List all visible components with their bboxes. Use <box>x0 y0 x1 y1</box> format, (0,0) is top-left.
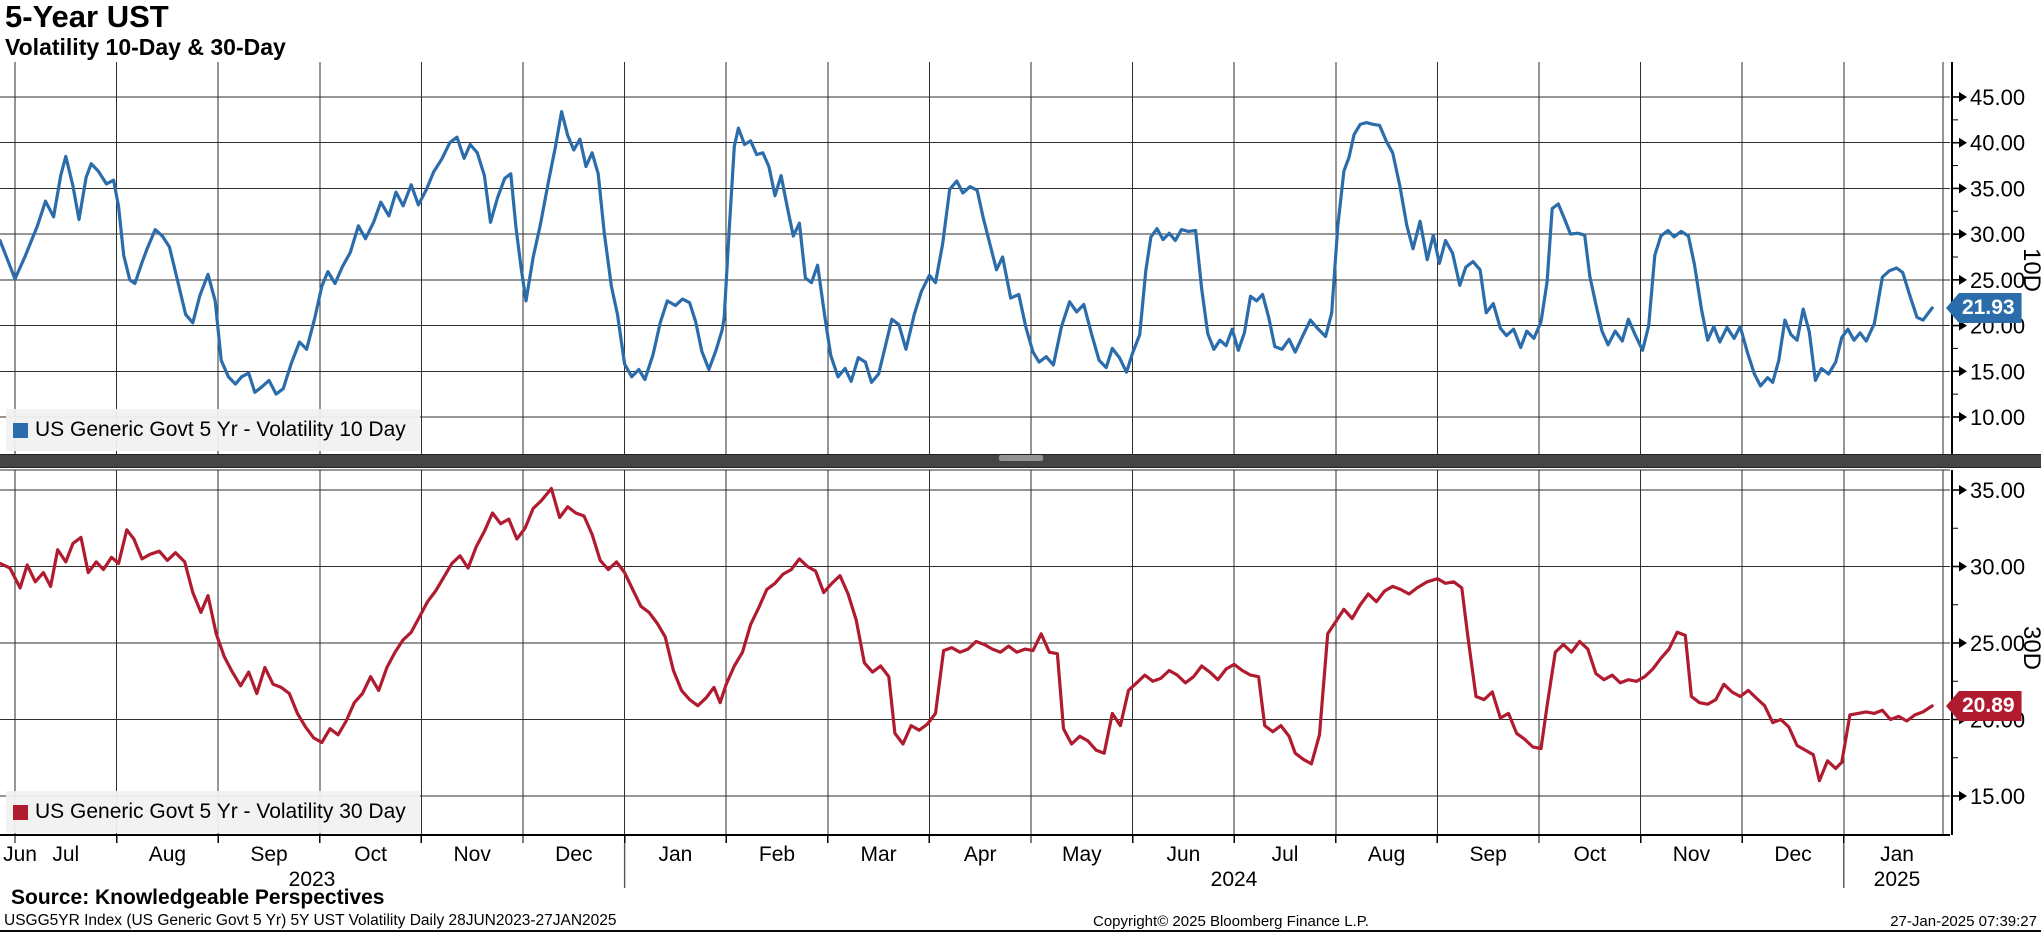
y-axis-label: 35.00 <box>1970 478 2025 503</box>
last-value-badge-30d: 20.89 <box>1946 691 2022 721</box>
legend-swatch-10d-icon <box>13 422 28 438</box>
x-axis-month-label: Oct <box>1573 843 1606 866</box>
x-axis-month-label: Sep <box>250 843 287 866</box>
window-bottom-edge <box>0 930 2041 932</box>
x-axis-month-label: Mar <box>861 843 897 866</box>
last-value-badge-10d: 21.93 <box>1946 293 2022 323</box>
y-axis-tick-arrow <box>1959 137 1967 148</box>
x-axis-month-label: Sep <box>1470 843 1507 866</box>
x-axis-year-label: 2024 <box>1211 868 1258 891</box>
y-axis-label: 40.00 <box>1970 131 2025 156</box>
y-axis-tick-arrow <box>1959 274 1967 285</box>
y-axis-tick-arrow <box>1959 320 1967 331</box>
legend-30d[interactable]: US Generic Govt 5 Yr - Volatility 30 Day <box>6 791 420 833</box>
x-axis-month-label: Jul <box>1272 843 1299 866</box>
y-axis-tick-arrow <box>1959 561 1967 572</box>
y-axis-tick-arrow <box>1959 366 1967 377</box>
series-line-30d <box>0 486 1934 783</box>
x-axis-month-label: Dec <box>555 843 592 866</box>
y-axis-label: 30.00 <box>1970 555 2025 580</box>
y-axis-label: 25.00 <box>1970 268 2025 293</box>
y-axis-tick-arrow <box>1959 183 1967 194</box>
y-axis-tick-arrow <box>1959 229 1967 240</box>
legend-label-10d: US Generic Govt 5 Yr - Volatility 10 Day <box>35 418 406 441</box>
x-axis-month-label: Oct <box>354 843 387 866</box>
y-axis-tick-arrow <box>1959 791 1967 801</box>
x-axis-year-label: 2025 <box>1874 868 1921 891</box>
page-subtitle: Volatility 10-Day & 30-Day <box>5 34 286 60</box>
x-axis-month-label: Nov <box>454 843 492 866</box>
y-axis-tick-arrow <box>1959 92 1967 102</box>
source-note: Source: Knowledgeable Perspectives <box>11 886 385 909</box>
x-axis-month-label: Aug <box>149 843 186 866</box>
x-axis-month-label: May <box>1062 843 1102 866</box>
y-axis-tick-arrow <box>1959 412 1967 422</box>
x-axis-month-label: Jun <box>3 843 37 866</box>
x-axis-month-label: Jul <box>52 843 79 866</box>
y-axis-label: 10.00 <box>1970 405 2025 430</box>
x-axis-month-label: Jan <box>658 843 692 866</box>
x-axis-month-label: Nov <box>1673 843 1711 866</box>
y-axis-tick-arrow <box>1959 485 1967 495</box>
legend-label-30d: US Generic Govt 5 Yr - Volatility 30 Day <box>35 800 406 823</box>
legend-10d[interactable]: US Generic Govt 5 Yr - Volatility 10 Day <box>6 409 420 451</box>
x-axis-month-label: Dec <box>1774 843 1811 866</box>
y-axis-label: 30.00 <box>1970 222 2025 247</box>
copyright-note: Copyright© 2025 Bloomberg Finance L.P. <box>1093 913 1369 930</box>
security-description: USGG5YR Index (US Generic Govt 5 Yr) 5Y … <box>4 912 617 929</box>
y-axis-label: 15.00 <box>1970 359 2025 384</box>
page-title: 5-Year UST <box>5 0 169 34</box>
y-axis-tick-arrow <box>1959 638 1967 648</box>
x-axis-year-label: 2023 <box>289 868 336 891</box>
x-axis-month-label: Apr <box>964 843 997 866</box>
x-axis-month-label: Jun <box>1166 843 1200 866</box>
x-axis-month-label: Aug <box>1368 843 1405 866</box>
legend-swatch-30d-icon <box>13 804 28 820</box>
panel-divider-handle[interactable] <box>999 455 1043 461</box>
series-line-10d <box>0 109 1934 396</box>
x-axis-month-label: Jan <box>1880 843 1914 866</box>
panel-divider <box>0 454 2041 468</box>
y-axis-label: 25.00 <box>1970 631 2025 656</box>
y-axis-label: 45.00 <box>1970 85 2025 110</box>
y-axis-label: 35.00 <box>1970 176 2025 201</box>
x-axis-month-label: Feb <box>759 843 795 866</box>
chart-header: 5-Year UST Volatility 10-Day & 30-Day <box>5 0 286 60</box>
y-axis-label: 15.00 <box>1970 784 2025 809</box>
panel-axis-label: 30D <box>2018 626 2041 670</box>
timestamp: 27-Jan-2025 07:39:27 <box>1890 913 2037 930</box>
panel-axis-label: 10D <box>2018 248 2041 292</box>
